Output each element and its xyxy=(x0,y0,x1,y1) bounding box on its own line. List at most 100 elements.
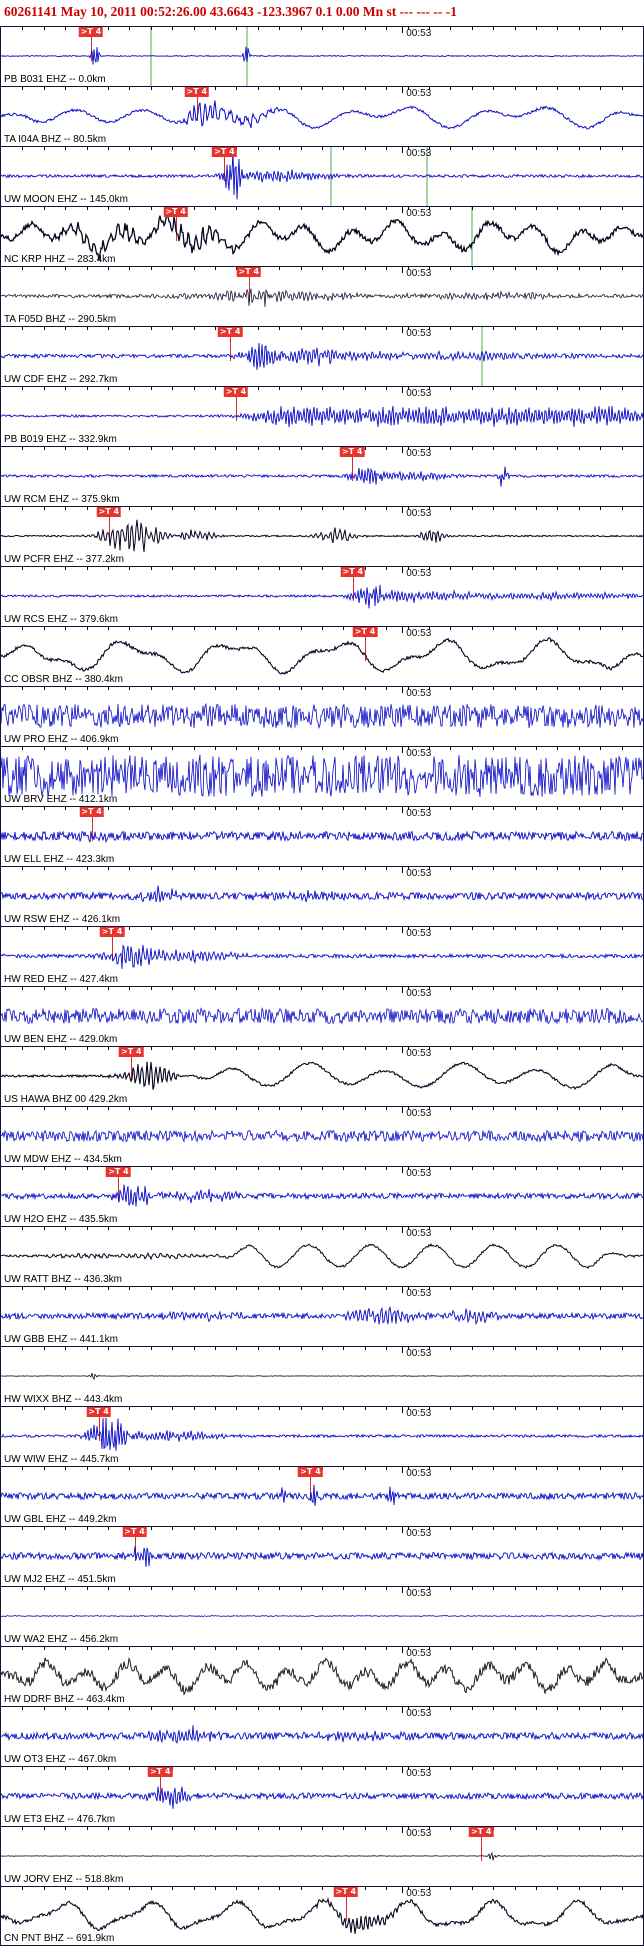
time-tick xyxy=(322,1707,323,1710)
time-tick xyxy=(129,387,130,390)
waveform xyxy=(1,1129,643,1143)
pick-badge[interactable]: >T 4 xyxy=(106,1167,131,1177)
trace-panel[interactable]: >T 4 00:53 UW RCM EHZ -- 375.9km xyxy=(0,446,644,506)
time-tick xyxy=(65,1707,66,1710)
trace-panel[interactable]: >T 4 00:53 UW JORV EHZ -- 518.8km xyxy=(0,1826,644,1886)
trace-panel[interactable]: 00:53 UW RATT BHZ -- 436.3km xyxy=(0,1226,644,1286)
trace-panel[interactable]: >T 4 00:53 UW H2O EHZ -- 435.5km xyxy=(0,1166,644,1226)
time-label: 00:53 xyxy=(406,508,432,519)
trace-panel[interactable]: >T 4 00:53 PB B019 EHZ -- 332.9km xyxy=(0,386,644,446)
time-tick xyxy=(365,267,366,270)
time-tick xyxy=(44,447,45,450)
trace-panel[interactable]: >T 4 00:53 UW ET3 EHZ -- 476.7km xyxy=(0,1766,644,1826)
time-tick xyxy=(450,207,451,210)
time-tick xyxy=(622,927,623,930)
time-tick xyxy=(622,627,623,630)
trace-panel[interactable]: 00:53 UW BEN EHZ -- 429.0km xyxy=(0,986,644,1046)
trace-panel[interactable]: 00:53 UW PRO EHZ -- 406.9km xyxy=(0,686,644,746)
time-tick xyxy=(65,1527,66,1530)
time-tick xyxy=(236,687,237,690)
time-tick xyxy=(343,147,344,150)
time-tick xyxy=(194,27,195,30)
time-tick xyxy=(194,1527,195,1530)
pick-badge[interactable]: >T 4 xyxy=(217,327,243,337)
pick-badge[interactable]: >T 4 xyxy=(184,87,210,97)
pick-badge[interactable]: >T 4 xyxy=(339,447,365,457)
time-tick xyxy=(258,747,259,750)
time-tick xyxy=(87,1587,88,1590)
time-tick xyxy=(258,1887,259,1890)
pick-badge[interactable]: >T 4 xyxy=(236,267,262,277)
trace-panel[interactable]: >T 4 00:53 UW MOON EHZ -- 145.0km xyxy=(0,146,644,206)
trace-panel[interactable]: >T 4 00:53 PB B031 EHZ -- 0.0km xyxy=(0,26,644,86)
trace-panel[interactable]: >T 4 00:53 TA F05D BHZ -- 290.5km xyxy=(0,266,644,326)
pick-badge[interactable]: >T 4 xyxy=(79,807,104,817)
pick-badge[interactable]: >T 4 xyxy=(147,1767,173,1777)
time-tick xyxy=(108,1107,109,1110)
station-label: UW OT3 EHZ -- 467.0km xyxy=(4,1754,117,1765)
trace-panel[interactable]: 00:53 UW WA2 EHZ -- 456.2km xyxy=(0,1586,644,1646)
time-tick xyxy=(44,1467,45,1470)
pick-badge[interactable]: >T 4 xyxy=(352,627,378,637)
time-tick xyxy=(258,87,259,90)
pick-badge[interactable]: >T 4 xyxy=(122,1527,147,1537)
pick-badge[interactable]: >T 4 xyxy=(163,207,188,217)
trace-panel[interactable]: >T 4 00:53 NC KRP HHZ -- 283.4km xyxy=(0,206,644,266)
trace-panel[interactable]: >T 4 00:53 UW CDF EHZ -- 292.7km xyxy=(0,326,644,386)
pick-badge[interactable]: >T 4 xyxy=(96,507,122,517)
time-tick xyxy=(386,1467,387,1470)
trace-panel[interactable]: 00:53 UW MDW EHZ -- 434.5km xyxy=(0,1106,644,1166)
pick-badge[interactable]: >T 4 xyxy=(340,567,366,577)
time-tick xyxy=(408,1767,409,1770)
trace-panel[interactable]: 00:53 HW WIXX BHZ -- 443.4km xyxy=(0,1346,644,1406)
trace-panel[interactable]: >T 4 00:53 HW RED EHZ -- 427.4km xyxy=(0,926,644,986)
pick-badge[interactable]: >T 4 xyxy=(468,1827,494,1837)
trace-panel[interactable]: >T 4 00:53 UW ELL EHZ -- 423.3km xyxy=(0,806,644,866)
trace-panel[interactable]: 00:53 UW RSW EHZ -- 426.1km xyxy=(0,866,644,926)
trace-panel[interactable]: >T 4 00:53 UW PCFR EHZ -- 377.2km xyxy=(0,506,644,566)
time-tick xyxy=(108,1527,109,1530)
time-tick xyxy=(87,147,88,150)
trace-panel[interactable]: >T 4 00:53 CC OBSR BHZ -- 380.4km xyxy=(0,626,644,686)
trace-panel[interactable]: 00:53 HW DDRF BHZ -- 463.4km xyxy=(0,1646,644,1706)
time-tick xyxy=(557,1587,558,1590)
minute-tick xyxy=(402,1887,403,1893)
time-tick xyxy=(622,687,623,690)
time-tick xyxy=(279,1887,280,1890)
pick-badge[interactable]: >T 4 xyxy=(212,147,237,157)
pick-badge[interactable]: >T 4 xyxy=(333,1887,359,1897)
trace-panel[interactable]: 00:53 UW GBB EHZ -- 441.1km xyxy=(0,1286,644,1346)
time-tick xyxy=(600,1887,601,1890)
time-tick xyxy=(108,867,109,870)
time-tick xyxy=(450,1287,451,1290)
time-tick xyxy=(622,867,623,870)
trace-panel[interactable]: 00:53 UW BRV EHZ -- 412.1km xyxy=(0,746,644,806)
time-tick xyxy=(22,267,23,270)
pick-badge[interactable]: >T 4 xyxy=(298,1467,323,1477)
pick-badge[interactable]: >T 4 xyxy=(86,1407,111,1417)
pick-badge[interactable]: >T 4 xyxy=(78,27,104,37)
trace-panel[interactable]: >T 4 00:53 UW RCS EHZ -- 379.6km xyxy=(0,566,644,626)
time-tick xyxy=(557,87,558,90)
time-tick xyxy=(343,1467,344,1470)
trace-panel[interactable]: >T 4 00:53 US HAWA BHZ 00 429.2km xyxy=(0,1046,644,1106)
pick-badge[interactable]: >T 4 xyxy=(223,387,249,397)
time-tick xyxy=(194,1287,195,1290)
trace-panel[interactable]: >T 4 00:53 TA I04A BHZ -- 80.5km xyxy=(0,86,644,146)
time-tick xyxy=(600,27,601,30)
time-tick xyxy=(22,1707,23,1710)
time-tick xyxy=(343,1407,344,1410)
time-tick xyxy=(151,1467,152,1470)
time-tick xyxy=(322,267,323,270)
time-tick xyxy=(408,987,409,990)
pick-badge[interactable]: >T 4 xyxy=(119,1047,144,1057)
trace-panel[interactable]: >T 4 00:53 UW WIW EHZ -- 445.7km xyxy=(0,1406,644,1466)
trace-panel[interactable]: 00:53 UW OT3 EHZ -- 467.0km xyxy=(0,1706,644,1766)
pick-badge[interactable]: >T 4 xyxy=(99,927,125,937)
time-tick xyxy=(322,627,323,630)
trace-panel[interactable]: >T 4 00:53 UW MJ2 EHZ -- 451.5km xyxy=(0,1526,644,1586)
time-tick xyxy=(215,1347,216,1350)
trace-panel[interactable]: >T 4 00:53 UW GBL EHZ -- 449.2km xyxy=(0,1466,644,1526)
time-tick xyxy=(301,1047,302,1050)
trace-panel[interactable]: >T 4 00:53 CN PNT BHZ -- 691.9km xyxy=(0,1886,644,1946)
